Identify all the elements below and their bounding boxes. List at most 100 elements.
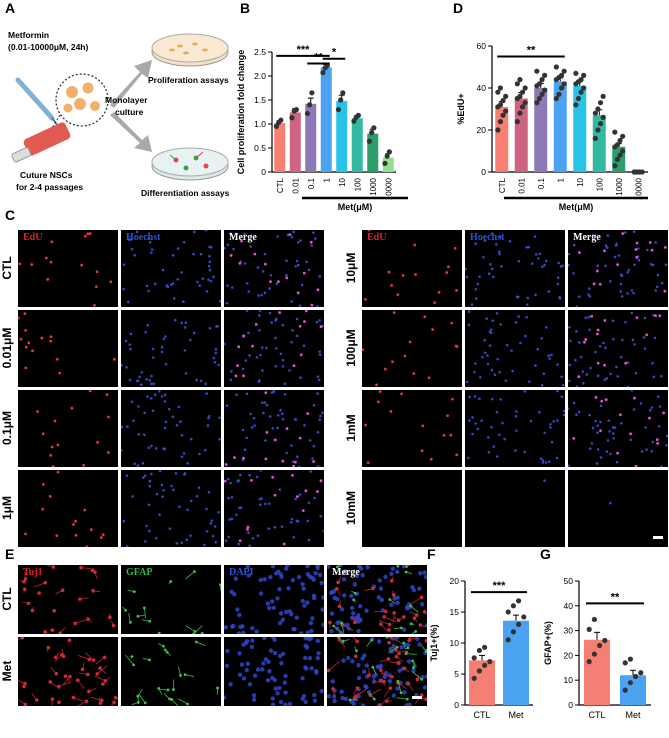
y-tick-label: 1.0 xyxy=(254,119,266,129)
micrograph xyxy=(327,637,427,706)
data-point xyxy=(638,670,644,676)
y-axis-label: Cell proliferation fold change xyxy=(236,50,246,175)
data-point xyxy=(366,138,373,144)
row-label-left-2: 0.1μM xyxy=(0,410,14,445)
data-point xyxy=(309,90,315,96)
pipette-icon xyxy=(15,77,59,127)
channel-label: Hoechst xyxy=(126,232,161,243)
data-point xyxy=(482,644,488,650)
micrograph xyxy=(18,637,118,706)
data-point xyxy=(487,659,493,665)
data-point xyxy=(581,85,587,91)
micrograph xyxy=(568,310,668,387)
micrograph: Merge xyxy=(568,230,668,307)
y-tick-label: 0 xyxy=(261,167,266,177)
data-point xyxy=(503,108,509,114)
x-tick-label: 0.1 xyxy=(537,177,546,189)
data-point xyxy=(553,95,559,102)
bar xyxy=(336,100,348,172)
data-point xyxy=(578,77,584,83)
drug-line1: Metformin xyxy=(8,30,49,40)
row-label-right-3: 10mM xyxy=(344,490,358,525)
x-tick-label: 10 xyxy=(576,177,585,186)
data-point xyxy=(536,95,543,102)
channel-label: Tuj1 xyxy=(23,567,43,578)
micrograph: Hoechst xyxy=(465,230,565,307)
data-point xyxy=(600,93,606,99)
panel-a-schematic: Metformin (0.01-10000μM, 24h) Cuture NSC… xyxy=(8,30,230,198)
data-point xyxy=(335,107,342,113)
chart-d: 0 20 40 60 %EdU+ CTL 0.01 0.1 1 10 100 1000 10000 Met… xyxy=(456,41,648,212)
row-label-right-2: 1mM xyxy=(344,413,358,442)
data-point xyxy=(476,668,482,674)
panel-label-d: D xyxy=(453,0,464,16)
flask-icon xyxy=(11,122,71,163)
data-point xyxy=(558,85,565,91)
row-label-right-1: 100μM xyxy=(344,328,358,367)
data-point xyxy=(338,97,344,103)
micrograph: EdU xyxy=(18,230,118,307)
data-point xyxy=(575,95,582,102)
channel-label: Merge xyxy=(573,232,601,243)
chart-b: 0 0.5 1.0 1.5 2.0 2.5 Cell proliferation fold … xyxy=(236,44,408,212)
micrograph xyxy=(224,637,324,706)
row-label-e-1: Met xyxy=(0,660,14,681)
data-point xyxy=(573,70,579,76)
data-point xyxy=(497,119,504,125)
data-point xyxy=(591,616,597,623)
micrograph xyxy=(362,310,462,387)
data-point xyxy=(519,104,526,110)
data-point xyxy=(627,656,633,662)
micrograph: EdU xyxy=(362,230,462,307)
differentiation-dish-icon xyxy=(151,147,229,181)
panel-label-a: A xyxy=(5,0,16,16)
significance-label: *** xyxy=(297,44,311,56)
y-axis-label: Tuj1+(%) xyxy=(429,624,439,661)
y-tick-label: 10 xyxy=(450,638,460,648)
data-point xyxy=(617,137,623,144)
channel-label: EdU xyxy=(367,232,387,243)
data-point xyxy=(497,85,504,91)
arrow-up-icon xyxy=(110,60,152,108)
bar xyxy=(382,157,394,172)
x-tick-label: 0.01 xyxy=(517,177,526,193)
micrograph xyxy=(465,310,565,387)
bar xyxy=(584,639,610,705)
x-tick-label: 10000 xyxy=(384,177,393,200)
data-point xyxy=(516,621,522,627)
bar xyxy=(289,112,301,172)
x-tick-label: 1000 xyxy=(615,177,624,195)
y-tick-label: 20 xyxy=(450,576,460,586)
data-point xyxy=(340,90,346,96)
x-tick-label: Met xyxy=(625,710,641,720)
data-point xyxy=(495,127,501,133)
micrograph xyxy=(465,390,565,467)
bar xyxy=(534,88,548,172)
y-tick-label: 40 xyxy=(564,601,574,611)
x-tick-label: 100 xyxy=(353,177,362,191)
data-point xyxy=(622,687,628,693)
x-tick-label: 1 xyxy=(322,177,331,182)
data-point xyxy=(497,102,504,108)
data-point xyxy=(304,110,311,117)
data-point xyxy=(384,153,390,159)
data-point xyxy=(639,169,645,175)
x-tick-label: 10000 xyxy=(634,177,643,200)
data-point xyxy=(369,130,375,136)
x-tick-label: 0.1 xyxy=(307,177,316,189)
row-label-left-0: CTL xyxy=(0,255,14,280)
chart-f: 0 5 10 15 20 Tuj1+(%) CTL Met *** xyxy=(429,576,533,720)
y-tick-label: 20 xyxy=(564,650,574,660)
data-point xyxy=(471,675,477,681)
y-axis-label: GFAP+(%) xyxy=(543,621,553,665)
bar xyxy=(503,620,529,705)
data-point xyxy=(320,70,326,76)
data-point xyxy=(561,68,567,74)
bar xyxy=(367,133,379,172)
y-tick-label: 10 xyxy=(564,675,574,685)
panel-label-g: G xyxy=(540,546,551,562)
culture-line2: for 2-4 passages xyxy=(16,182,83,192)
data-point xyxy=(536,81,543,87)
diff-label: Differentiation assays xyxy=(141,188,230,198)
mono-line2: culture xyxy=(115,107,144,117)
